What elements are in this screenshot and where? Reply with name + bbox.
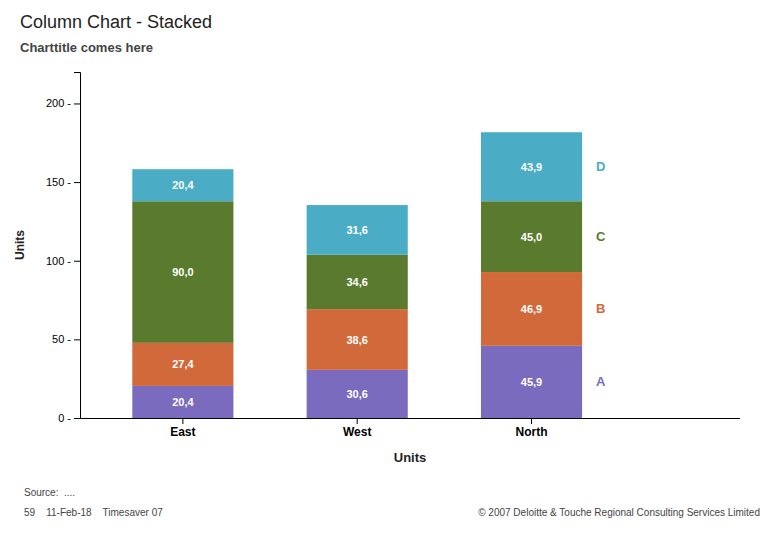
data-label: 45,9 <box>521 376 542 388</box>
series-label: B <box>596 301 605 316</box>
x-tick-label: North <box>516 425 548 439</box>
bar <box>307 370 408 418</box>
bar <box>132 201 233 343</box>
y-tick-mark <box>74 339 80 340</box>
data-label: 30,6 <box>346 388 367 400</box>
data-label: 20,4 <box>172 396 194 408</box>
bar <box>132 343 233 386</box>
footer: Source: .... 59 11-Feb-18 Timesaver 07 © 2… <box>24 487 760 518</box>
annotation: © 2007 Deloitte & Touche Regional Consul… <box>478 507 760 518</box>
annotation: 59 11-Feb-18 Timesaver 07 <box>24 507 163 518</box>
x-axis: East West North <box>81 418 741 439</box>
x-tick: West <box>343 418 371 439</box>
bar <box>481 272 582 346</box>
bar <box>307 205 408 255</box>
y-tick-label: 0 - <box>58 412 71 424</box>
bar <box>132 169 233 201</box>
data-labels: 20,4 30,6 45,9 27,4 38,6 46,9 90,0 34,6 45,0 20,4… <box>172 161 542 408</box>
data-label: 27,4 <box>172 358 194 370</box>
y-axis-line <box>74 73 81 419</box>
y-axis: 0 - 50 - 100 - 150 - 200 - <box>46 73 81 425</box>
x-axis-line <box>81 418 741 419</box>
y-tick-label: 100 - <box>46 255 71 267</box>
y-tick-label: 50 - <box>52 333 71 345</box>
series-label: C <box>596 229 606 244</box>
series-label: A <box>596 374 606 389</box>
y-tick-mark <box>74 261 80 262</box>
bars <box>132 132 582 418</box>
annotation: Source: .... <box>24 487 75 498</box>
bar <box>307 309 408 370</box>
plot: 20,4 30,6 45,9 27,4 38,6 46,9 90,0 34,6 45,0 20,4… <box>13 73 740 466</box>
data-label: 34,6 <box>346 276 367 288</box>
bar <box>481 201 582 272</box>
title: Column Chart - Stacked <box>20 12 212 32</box>
bar <box>481 132 582 201</box>
chart: Column Chart - Stacked Charttitle comes h… <box>0 0 780 540</box>
y-tick-mark <box>74 182 80 183</box>
x-tick-mark <box>357 418 358 424</box>
bar <box>307 255 408 309</box>
y-tick: 150 - <box>46 176 80 188</box>
subtitle: Charttitle comes here <box>20 40 153 55</box>
y-tick-label: 150 - <box>46 176 71 188</box>
x-tick-mark <box>531 418 532 424</box>
y-tick: 100 - <box>46 255 80 267</box>
x-tick-label: West <box>343 425 371 439</box>
y-tick-mark <box>74 418 80 419</box>
x-tick-label: East <box>170 425 195 439</box>
series-label: D <box>596 159 605 174</box>
x-tick-mark <box>182 418 183 424</box>
data-label: 43,9 <box>521 161 542 173</box>
series-labels: A B C D <box>596 159 606 389</box>
data-label: 46,9 <box>521 303 542 315</box>
bar <box>132 386 233 418</box>
y-tick: 0 - <box>58 412 80 424</box>
y-tick-mark <box>74 103 80 104</box>
y-tick: 50 - <box>52 333 80 345</box>
y-tick-label: 200 - <box>46 97 71 109</box>
bar <box>481 346 582 418</box>
data-label: 38,6 <box>346 334 367 346</box>
data-label: 31,6 <box>346 224 367 236</box>
data-label: 20,4 <box>172 179 194 191</box>
y-axis-title: Units <box>13 230 27 260</box>
y-tick: 200 - <box>46 97 80 109</box>
x-tick: North <box>516 418 548 439</box>
data-label: 90,0 <box>172 266 193 278</box>
x-tick: East <box>170 418 195 439</box>
x-axis-title: Units <box>394 450 427 465</box>
data-label: 45,0 <box>521 231 542 243</box>
